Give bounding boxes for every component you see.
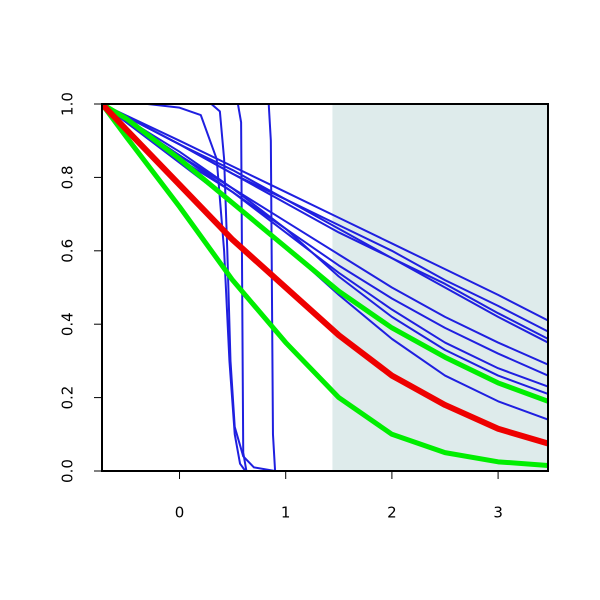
series-line <box>102 104 548 471</box>
series-line <box>102 104 548 471</box>
series-line <box>102 104 548 388</box>
y-tick-label: 0.6 <box>59 239 77 263</box>
series-line <box>102 104 548 468</box>
series-line <box>102 104 548 471</box>
series-line <box>102 104 548 333</box>
plot-box <box>101 103 549 472</box>
series-line <box>102 104 548 471</box>
y-tick-label: 0.8 <box>59 165 77 189</box>
x-tick-label: 1 <box>281 504 291 522</box>
x-tick-label: 3 <box>493 504 503 522</box>
series-line <box>102 104 548 366</box>
series-line <box>102 104 548 395</box>
series-line <box>102 104 548 344</box>
series-line <box>102 104 548 377</box>
series-line <box>102 104 548 404</box>
series-line <box>102 104 548 447</box>
y-tick-label: 1.0 <box>59 92 77 116</box>
x-tick-label: 0 <box>175 504 185 522</box>
plot-area <box>102 104 548 471</box>
series-line <box>102 104 548 322</box>
x-tick-label: 2 <box>387 504 397 522</box>
y-tick-label: 0.2 <box>59 386 77 410</box>
axes: 0 1 2 3 0.0 0.2 0.4 0.6 0.8 1.0 <box>59 92 549 522</box>
y-tick-label: 0.4 <box>59 312 77 336</box>
shaded-region <box>332 104 548 471</box>
y-tick-label: 0.0 <box>59 459 77 483</box>
